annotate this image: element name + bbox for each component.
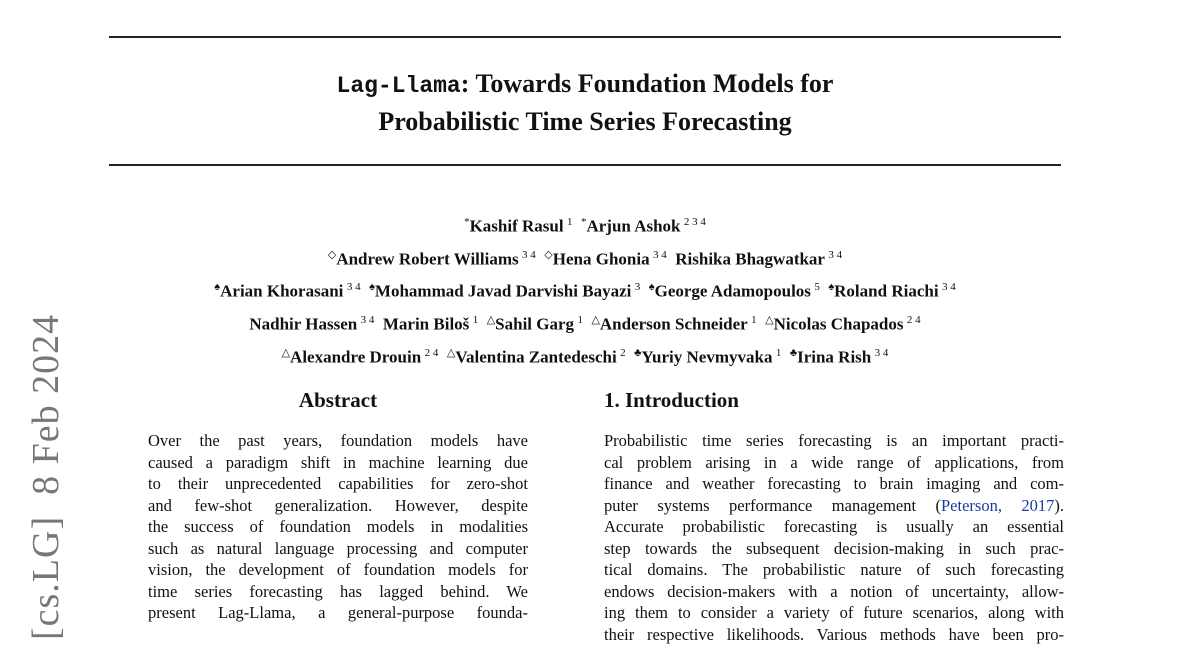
affiliation: 1: [566, 216, 573, 228]
author-mark: △: [446, 346, 456, 359]
author-line: *Kashif Rasul 1 *Arjun Ashok 2 3 4: [0, 208, 1170, 241]
author-mark: ♣: [634, 346, 642, 359]
author-line: Nadhir Hassen 3 4 Marin Biloš 1 △Sahil G…: [0, 306, 1170, 339]
text-line: Accurate probabilistic forecasting is us…: [604, 517, 1064, 536]
author-name: Kashif Rasul: [469, 216, 564, 236]
text-line: tical domains. The probabilistic nature …: [604, 560, 1064, 579]
title-text: : Towards Foundation Models for: [460, 69, 834, 98]
author-mark: *: [464, 216, 470, 228]
text-line: to their unprecedented capabilities for …: [148, 474, 528, 493]
text-line: and few-shot generalization. However, de…: [148, 495, 528, 515]
author-line: ♠Arian Khorasani 3 4 ♠Mohammad Javad Dar…: [0, 273, 1170, 306]
affiliation: 2 3 4: [683, 216, 706, 228]
text-line: present Lag-Llama, a general-purpose fou…: [148, 603, 528, 622]
author-name: Sahil Garg: [495, 314, 575, 334]
affiliation: 1: [751, 313, 757, 326]
author-name: Irina Rish: [797, 347, 872, 367]
citation: Peterson, 2017: [941, 495, 1055, 515]
text-line: Probabilistic time series forecasting is…: [604, 431, 1064, 450]
intro-text: Probabilistic time series forecasting is…: [604, 430, 1064, 645]
text-line: the success of foundation models in moda…: [148, 517, 528, 536]
author-mark: ♠: [369, 281, 375, 294]
author-name: Yuriy Nevmyvaka: [641, 347, 773, 367]
affiliation: 3 4: [360, 313, 375, 326]
author-name: Arjun Ashok: [586, 216, 681, 236]
affiliation: 2 4: [906, 313, 921, 326]
text-line: such as natural language processing and …: [148, 538, 528, 558]
author-name: Marin Biloš: [382, 314, 470, 334]
affiliation: 1: [577, 313, 583, 326]
author-mark: ◇: [327, 248, 337, 261]
author-mark: ♠: [828, 281, 835, 294]
title-mono: Lag-Llama: [336, 73, 461, 99]
author-mark: *: [580, 216, 587, 228]
author-name: Arian Khorasani: [220, 281, 344, 301]
title-text: Probabilistic Time Series Forecasting: [378, 107, 792, 136]
author-name: Nadhir Hassen: [249, 314, 358, 334]
arxiv-stamp: [cs.LG] 8 Feb 2024: [25, 313, 67, 640]
text-line: cal problem arising in a wide range of a…: [604, 452, 1064, 472]
author-mark: ♠: [214, 281, 221, 294]
affiliation: 3 4: [828, 248, 843, 261]
author-mark: ◇: [544, 248, 553, 261]
top-rule: [109, 36, 1061, 38]
text-line: finance and weather forecasting to brain…: [604, 474, 1064, 493]
text-line: their respective likelihoods. Various me…: [604, 624, 1064, 644]
author-name: Rishika Bhagwatkar: [675, 249, 825, 269]
author-list: *Kashif Rasul 1 *Arjun Ashok 2 3 4 ◇Andre…: [0, 208, 1170, 371]
author-name: Mohammad Javad Darvishi Bayazi: [374, 281, 632, 301]
affiliation: 3 4: [522, 248, 536, 261]
author-mark: △: [486, 313, 496, 326]
affiliation: 1: [472, 313, 479, 326]
text-line: ing them to consider a variety of future…: [604, 603, 1064, 622]
abstract-text: Over the past years, foundation models h…: [148, 430, 528, 624]
author-name: Andrew Robert Williams: [336, 249, 519, 269]
text: ).: [1054, 495, 1064, 515]
text-line: puter systems performance management (Pe…: [604, 495, 1064, 517]
affiliation: 3 4: [874, 346, 889, 359]
author-line: ◇Andrew Robert Williams 3 4 ◇Hena Ghonia…: [0, 241, 1170, 274]
text-line: endows decision-makers with a notion of …: [604, 581, 1064, 601]
affiliation: 2 4: [424, 346, 439, 359]
affiliation: 1: [775, 346, 782, 359]
affiliation: 3: [634, 281, 641, 294]
author-name: Hena Ghonia: [552, 249, 650, 269]
text-line: vision, the development of foundation mo…: [148, 560, 528, 579]
section-heading: 1. Introduction: [604, 388, 739, 412]
author-name: Anderson Schneider: [599, 314, 748, 334]
author-name: Valentina Zantedeschi: [455, 347, 617, 367]
author-line: △Alexandre Drouin 2 4 △Valentina Zantede…: [0, 339, 1170, 372]
abstract-heading: Abstract: [298, 388, 378, 412]
text-line: Over the past years, foundation models h…: [148, 431, 528, 450]
author-mark: △: [765, 313, 774, 326]
author-mark: △: [591, 313, 600, 326]
affiliation: 3 4: [653, 248, 667, 261]
affiliation: 5: [814, 281, 820, 294]
author-name: Alexandre Drouin: [290, 347, 422, 367]
author-mark: △: [281, 346, 291, 359]
text-line: caused a paradigm shift in machine learn…: [148, 452, 528, 472]
text-line: time series forecasting has lagged behin…: [148, 581, 528, 601]
author-name: George Adamopoulos: [654, 281, 811, 301]
author-mark: ♠: [648, 281, 655, 294]
text-line: step towards the subsequent decision-mak…: [604, 538, 1064, 558]
author-name: Roland Riachi: [834, 281, 939, 301]
affiliation: 3 4: [941, 281, 956, 294]
bottom-rule: [109, 164, 1061, 166]
text: puter systems performance management (: [604, 495, 941, 515]
author-name: Nicolas Chapados: [773, 314, 904, 334]
title: Lag-Llama: Towards Foundation Models for…: [0, 66, 1170, 139]
author-mark: ♣: [789, 346, 798, 359]
affiliation: 3 4: [346, 281, 361, 294]
affiliation: 2: [620, 346, 626, 359]
